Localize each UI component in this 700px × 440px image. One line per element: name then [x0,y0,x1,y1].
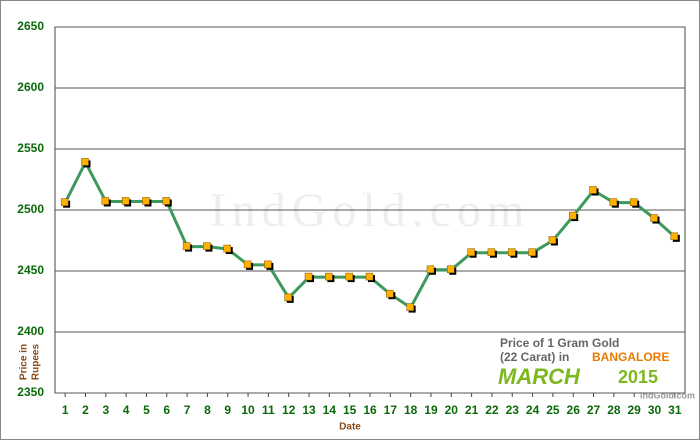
x-tick-label: 3 [102,403,109,417]
x-tick-label: 28 [607,403,621,417]
logo-line1: Price of 1 Gram Gold [500,336,619,350]
marker [142,197,150,205]
x-tick-label: 12 [282,403,296,417]
marker [386,289,394,298]
x-tick-label: 2 [82,403,89,417]
marker [406,303,414,311]
marker [264,260,272,269]
marker [284,293,292,302]
marker [345,272,353,281]
y-tick-label: 2450 [17,263,44,277]
x-tick-label: 9 [224,403,231,417]
logo-city: BANGALORE [592,350,669,364]
y-tick-label: 2500 [17,202,44,216]
marker [81,158,89,166]
logo-year: 2015 [618,367,658,387]
x-tick-label: 31 [668,403,682,417]
marker [487,248,496,256]
x-tick-label: 29 [628,403,642,417]
marker [60,198,69,206]
marker [589,186,597,194]
y-tick-label: 2650 [17,19,44,33]
marker [325,272,333,281]
x-tick-label: 1 [62,403,69,417]
marker [548,236,557,244]
x-tick-label: 8 [204,403,211,417]
marker [182,242,191,250]
marker [121,197,130,205]
marker [426,265,435,274]
y-axis-label: Rupees [31,344,42,381]
marker [243,260,252,269]
marker [650,214,658,222]
y-tick-label: 2350 [17,385,44,399]
x-tick-label: 6 [163,403,170,417]
y-axis-label: Price in [19,344,30,380]
x-tick-label: 26 [567,403,581,417]
x-tick-label: 21 [465,403,479,417]
logo-site: IndGold.com [640,390,695,400]
watermark: IndGold.com [210,184,531,237]
y-tick-label: 2550 [17,141,44,155]
x-tick-label: 20 [445,403,459,417]
x-tick-label: 14 [323,403,337,417]
x-tick-label: 19 [424,403,438,417]
marker [447,265,455,274]
marker [670,232,679,241]
marker [629,198,638,206]
marker [467,248,475,256]
x-tick-label: 24 [526,403,540,417]
marker [609,198,618,206]
marker [528,248,536,256]
marker [508,248,516,256]
logo-month: MARCH [498,364,581,389]
x-tick-label: 16 [363,403,377,417]
logo-bg [490,337,680,389]
x-tick-label: 23 [506,403,520,417]
x-tick-label: 11 [262,403,275,417]
marker [365,272,374,281]
x-tick-label: 18 [404,403,418,417]
y-tick-label: 2400 [17,324,44,338]
marker [304,272,313,281]
marker [203,242,211,250]
logo: Price of 1 Gram Gold (22 Carat) in BANGA… [490,336,695,400]
marker [162,197,171,205]
x-tick-label: 15 [343,403,357,417]
x-tick-label: 30 [648,403,662,417]
x-tick-label: 22 [485,403,499,417]
x-tick-label: 4 [123,403,130,417]
x-tick-label: 7 [184,403,191,417]
marker [223,244,231,253]
x-tick-label: 5 [143,403,150,417]
x-tick-label: 25 [546,403,560,417]
x-axis-label: Date [339,422,361,433]
x-tick-label: 27 [587,403,601,417]
y-tick-label: 2600 [17,80,44,94]
x-tick-label: 10 [241,403,255,417]
marker [101,197,110,205]
marker [568,211,577,220]
x-tick-label: 13 [302,403,316,417]
logo-line2: (22 Carat) in [500,350,569,364]
x-tick-label: 17 [384,403,398,417]
